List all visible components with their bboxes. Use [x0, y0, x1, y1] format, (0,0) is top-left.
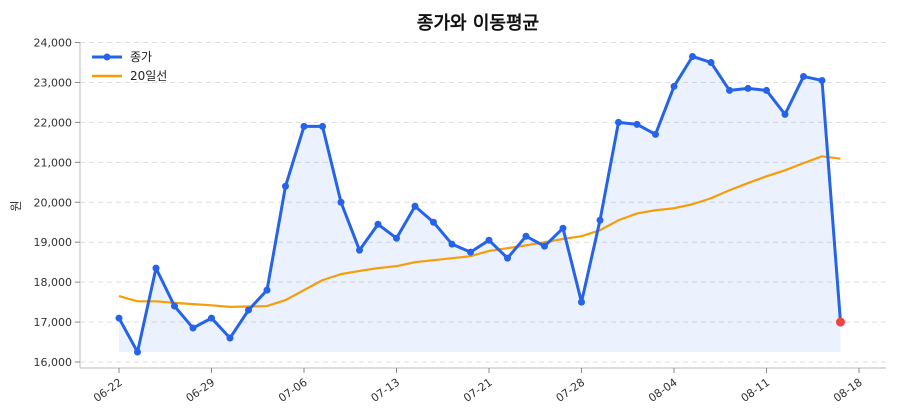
close-point: [393, 234, 400, 242]
y-axis-label: 원: [9, 200, 23, 211]
close-point: [726, 86, 733, 94]
close-point: [134, 348, 141, 356]
close-point: [652, 130, 659, 138]
close-area: [119, 56, 841, 353]
close-point: [374, 220, 382, 228]
y-tick-label: 23,000: [34, 76, 73, 89]
close-point: [670, 82, 678, 90]
close-point: [633, 120, 641, 128]
x-tick-label: 07-06: [276, 376, 310, 405]
ma20-line: [118, 155, 841, 308]
close-point: [245, 306, 252, 314]
legend: 종가 20일선: [92, 50, 167, 83]
close-point: [485, 236, 493, 244]
legend-close-label: 종가: [130, 50, 152, 64]
y-tick-label: 16,000: [34, 356, 73, 369]
close-point: [467, 248, 474, 256]
close-point: [559, 224, 567, 232]
close-point: [541, 242, 548, 250]
close-point: [226, 334, 234, 342]
close-point: [115, 314, 123, 322]
close-point: [448, 240, 456, 248]
close-point: [763, 86, 770, 94]
chart-title: 종가와 이동평균: [417, 13, 539, 34]
series-lines: [117, 54, 842, 354]
x-tick-label: 06-29: [184, 376, 218, 405]
x-tick-label: 07-28: [554, 376, 588, 405]
close-point: [818, 76, 826, 84]
close-point: [282, 182, 289, 190]
close-point: [781, 110, 789, 118]
close-point: [337, 198, 345, 206]
x-axis: 06-22 06-29 07-06 07-13 07-21 07-28 08-04 08-11…: [80, 367, 886, 405]
x-tick-label: 08-04: [646, 376, 680, 405]
close-area-fill: [119, 56, 841, 353]
close-point: [744, 84, 752, 92]
y-tick-label: 17,000: [34, 316, 73, 329]
x-tick-label: 08-11: [739, 376, 773, 405]
close-point: [319, 122, 326, 130]
close-point: [578, 298, 585, 306]
close-point: [152, 264, 160, 272]
y-tick-label: 18,000: [34, 276, 73, 289]
legend-ma20-label: 20일선: [130, 69, 167, 83]
close-point: [189, 324, 197, 332]
close-point: [411, 202, 419, 210]
y-axis: 16,000 17,000 18,000 19,000 20,000 21,000 22,0…: [34, 37, 81, 369]
legend-close-marker: [103, 53, 111, 61]
x-tick-label: 07-21: [461, 376, 495, 405]
x-tick-label: 06-22: [91, 376, 125, 405]
close-point: [171, 302, 178, 310]
y-tick-label: 20,000: [34, 196, 73, 209]
close-line: [117, 54, 842, 354]
close-point: [522, 232, 530, 240]
close-point: [707, 58, 715, 66]
close-point: [689, 52, 696, 60]
close-point: [208, 314, 215, 322]
y-tick-label: 24,000: [34, 37, 73, 50]
close-point: [356, 246, 363, 254]
close-markers: [115, 52, 845, 356]
y-tick-label: 22,000: [34, 116, 73, 129]
close-point: [430, 218, 437, 226]
last-close-point: [836, 317, 845, 327]
close-point: [596, 216, 604, 224]
close-point: [800, 72, 807, 80]
x-tick-label: 08-18: [831, 376, 865, 405]
y-tick-label: 21,000: [34, 156, 73, 169]
x-tick-label: 07-13: [369, 376, 403, 405]
close-point: [300, 122, 308, 130]
close-point: [615, 118, 622, 126]
close-point: [263, 286, 271, 294]
close-point: [504, 254, 511, 262]
y-tick-label: 19,000: [34, 236, 73, 249]
